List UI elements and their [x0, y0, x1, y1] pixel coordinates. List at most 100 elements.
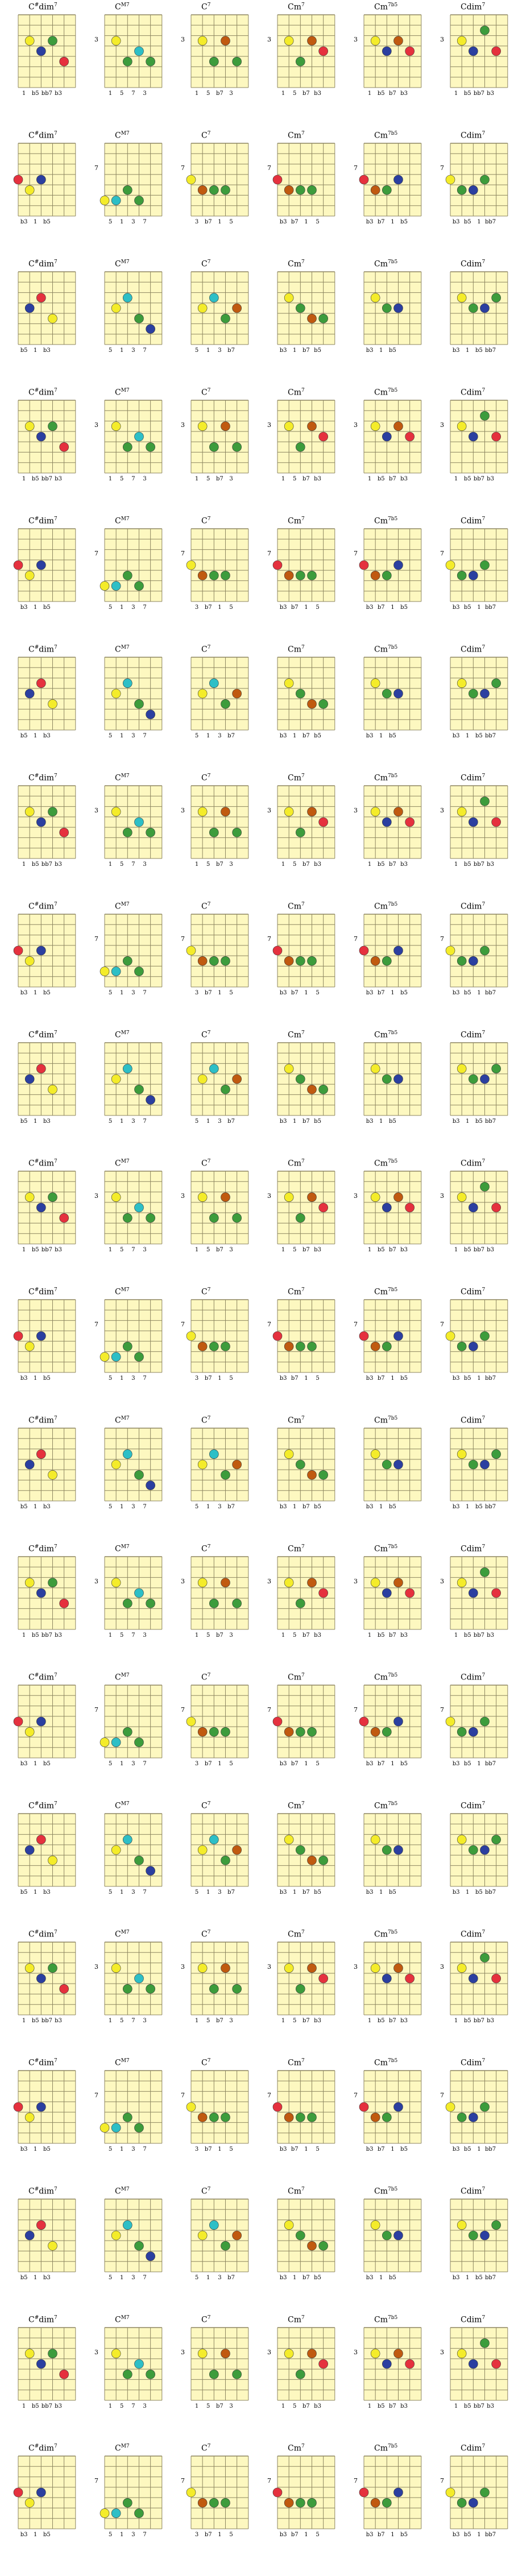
finger-dot — [209, 1984, 219, 1994]
interval-label: bb7 — [484, 1889, 496, 1895]
interval-label: b3 — [452, 1118, 460, 1125]
interval-label: 1 — [120, 604, 124, 611]
interval-label: 3 — [143, 90, 147, 97]
finger-dot — [24, 1727, 35, 1737]
chord-diagram: CM7 3 1 5 7 3 — [93, 388, 179, 516]
fretboard — [363, 2198, 422, 2272]
finger-dot — [36, 293, 46, 303]
chord-diagram: CM7 3 1 5 7 3 — [93, 1159, 179, 1287]
chord-title: C#dim7 — [28, 2, 57, 12]
fretboard-background — [191, 2071, 248, 2143]
fretboard-background — [277, 1685, 335, 1758]
fretboard-background — [450, 914, 508, 987]
interval-label: 1 — [218, 2146, 222, 2152]
interval-label: 5 — [206, 476, 210, 482]
chord-title: C7 — [201, 388, 211, 397]
finger-dot — [134, 817, 144, 827]
chord-title: CM7 — [115, 773, 130, 783]
finger-dot — [36, 817, 46, 827]
finger-dot — [469, 817, 478, 827]
interval-label: 1 — [281, 1632, 285, 1638]
chord-diagram: C#dim7 1 b5 bb7 b3 — [7, 388, 92, 516]
interval-label: b3 — [43, 1889, 51, 1895]
chord-title: Cm7 — [288, 2187, 305, 2196]
finger-dot — [186, 2102, 196, 2112]
interval-label: b7 — [204, 1375, 212, 1382]
finger-dot — [284, 2349, 294, 2359]
fretboard-background — [277, 2456, 335, 2529]
finger-dot — [457, 1449, 467, 1459]
interval-label: 1 — [194, 2018, 199, 2024]
interval-label: 1 — [379, 1504, 383, 1510]
interval-label: 1 — [367, 1247, 372, 1253]
interval-label: 1 — [454, 1247, 458, 1253]
fretboard — [186, 528, 249, 602]
chord-diagram: Cm7b5 7 b3 b7 1 b5 — [353, 1287, 438, 1416]
finger-dot — [197, 2349, 208, 2359]
finger-dot — [197, 1192, 208, 1202]
interval-label: b3 — [279, 2532, 287, 2538]
chord-diagram: CM7 3 1 5 7 3 — [93, 2315, 179, 2444]
fretboard — [363, 1042, 422, 1116]
interval-label: b5 — [463, 990, 471, 996]
interval-label: b5 — [314, 2275, 321, 2281]
chord-title: C7 — [201, 1416, 211, 1425]
chord-title: C7 — [201, 131, 211, 140]
finger-dot — [221, 1855, 230, 1865]
fretboard — [450, 1942, 508, 2015]
chord-title: Cm7b5 — [374, 388, 398, 397]
fretboard — [190, 2327, 249, 2401]
chord-diagram: Cm7b5 7 b3 b7 1 b5 — [353, 2058, 438, 2187]
interval-label: bb7 — [484, 1375, 496, 1382]
interval-label: 1 — [120, 1761, 124, 1767]
finger-dot — [36, 678, 46, 688]
finger-dot — [197, 1845, 208, 1855]
interval-label: b3 — [366, 604, 374, 611]
chord-diagram: C#dim7 1 b5 bb7 b3 — [7, 773, 92, 902]
start-fret-label: 7 — [440, 549, 444, 557]
chord-diagram: Cdim7 3 1 b5 bb7 b3 — [439, 773, 518, 902]
chord-title: C#dim7 — [28, 2444, 57, 2453]
fretboard — [363, 1556, 422, 1630]
fretboard-background — [450, 2199, 508, 2272]
chord-title: C#dim7 — [28, 1801, 57, 1811]
finger-dot — [307, 313, 317, 323]
chord-diagram: Cdim7 3 1 b5 bb7 b3 — [439, 1544, 518, 1673]
chord-diagram: C#dim7 b3 1 b5 — [7, 2058, 92, 2187]
finger-dot — [405, 1202, 415, 1213]
interval-label: b3 — [366, 347, 374, 354]
chord-title: CM7 — [115, 131, 130, 140]
finger-dot — [209, 442, 219, 452]
finger-dot — [469, 2230, 478, 2241]
interval-label: 5 — [108, 990, 113, 996]
finger-dot — [221, 1341, 230, 1351]
interval-label: b3 — [452, 2275, 460, 2281]
interval-labels: 1 b5 bb7 b3 — [439, 861, 518, 869]
interval-label: 1 — [293, 1889, 297, 1895]
chord-diagram: C7 5 1 3 b7 — [180, 1030, 265, 1159]
interval-label: 5 — [206, 90, 210, 97]
interval-label: 3 — [229, 90, 233, 97]
interval-labels: b3 1 b7 b5 — [266, 1118, 351, 1126]
finger-dot — [393, 1845, 403, 1855]
finger-dot — [457, 1578, 467, 1588]
finger-dot — [36, 2487, 46, 2498]
finger-dot — [209, 1064, 219, 1074]
finger-dot — [186, 2487, 196, 2498]
start-fret-label: 3 — [440, 35, 444, 43]
chord-diagram: C#dim7 b5 1 b3 — [7, 1801, 92, 1930]
finger-dot — [457, 570, 467, 580]
fretboard-background — [191, 1685, 248, 1758]
interval-label: bb7 — [473, 90, 484, 97]
chord-title: Cdim7 — [461, 1416, 486, 1425]
interval-label: bb7 — [41, 2018, 52, 2024]
finger-dot — [59, 1213, 69, 1223]
interval-label: 1 — [293, 1504, 297, 1510]
interval-label: 5 — [293, 1247, 297, 1253]
finger-dot — [469, 2112, 478, 2122]
interval-label: 1 — [454, 90, 458, 97]
interval-label: 3 — [194, 604, 199, 611]
interval-label: 3 — [218, 347, 222, 354]
chord-diagram: Cdim7 7 b3 b5 1 bb7 — [439, 131, 518, 259]
